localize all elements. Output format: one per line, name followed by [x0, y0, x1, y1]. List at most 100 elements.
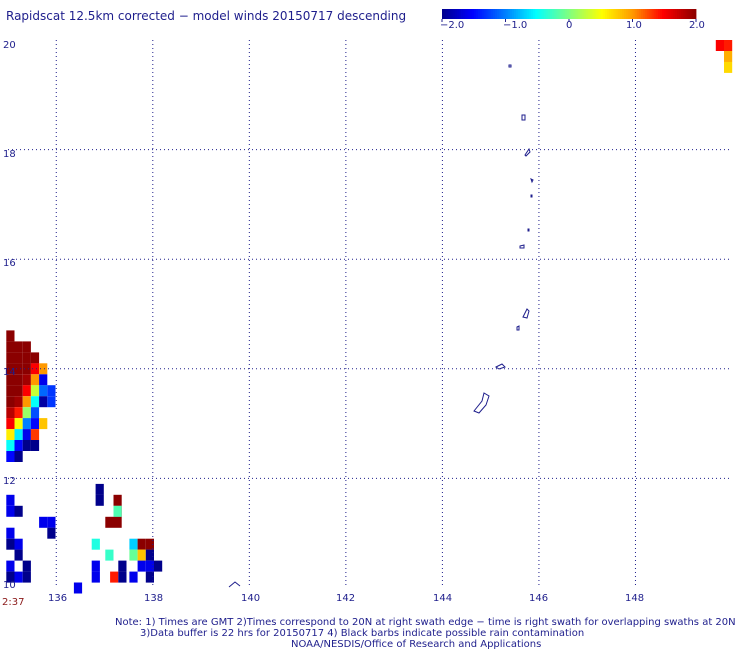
wind-cell — [47, 396, 56, 408]
colorbar-segment — [458, 9, 462, 19]
colorbar-segment — [477, 9, 481, 19]
lon-tick: 146 — [529, 593, 549, 604]
lat-tick: 16 — [3, 258, 16, 269]
colorbar-segment — [503, 9, 506, 19]
colorbar-tick: −2.0 — [440, 20, 465, 31]
wind-cell — [105, 516, 114, 528]
colorbar-segment — [638, 9, 642, 19]
wind-cell — [14, 374, 23, 386]
wind-cell — [6, 341, 15, 353]
wind-cell — [22, 396, 31, 408]
island-tinian — [516, 325, 520, 331]
wind-cell — [118, 560, 127, 572]
colorbar-segment — [664, 9, 667, 19]
colorbar-segment — [526, 9, 530, 19]
island-rota — [495, 363, 506, 370]
colorbar-segment — [649, 9, 652, 19]
colorbar-segment — [588, 9, 591, 19]
wind-cell — [129, 538, 138, 550]
colorbar-segment — [467, 9, 470, 19]
wind-cell — [30, 352, 40, 364]
wind-cell — [39, 516, 48, 528]
colorbar-segment — [619, 9, 623, 19]
wind-cell — [145, 560, 154, 572]
wind-cell — [129, 549, 138, 561]
wind-cell — [145, 549, 154, 561]
colorbar-segment — [552, 9, 555, 19]
wind-cell — [14, 571, 23, 583]
colorbar-segment — [482, 9, 485, 19]
island-uracas — [508, 64, 512, 68]
colorbar-segment — [541, 9, 544, 19]
colorbar-segment — [554, 9, 557, 19]
colorbar-segment — [613, 9, 616, 19]
wind-cells — [6, 40, 733, 594]
colorbar-segment — [693, 9, 697, 19]
colorbar-segment — [585, 9, 589, 19]
colorbar-segment — [486, 9, 489, 19]
wind-cell — [47, 385, 56, 397]
wind-cell — [22, 341, 31, 353]
wind-cell — [6, 396, 15, 408]
colorbar-segment — [602, 9, 606, 19]
wind-cell — [6, 440, 15, 451]
colorbar-segment — [660, 9, 663, 19]
colorbar-segment — [681, 9, 684, 19]
lat-tick: 20 — [3, 40, 16, 51]
wind-cell — [14, 429, 23, 441]
colorbar-segment — [558, 9, 561, 19]
wind-cell — [30, 418, 40, 430]
colorbar-segment — [454, 9, 458, 19]
island-sarigan — [527, 228, 530, 232]
wind-cell — [14, 396, 23, 408]
colorbar-segment — [518, 9, 521, 19]
colorbar-segment — [480, 9, 483, 19]
wind-cell — [91, 560, 100, 572]
colorbar-segment — [647, 9, 650, 19]
time-label: 2:37 — [2, 597, 25, 608]
wind-cell — [22, 407, 31, 419]
note-line-1: Note: 1) Times are GMT 2)Times correspon… — [115, 617, 736, 628]
colorbar-segment — [524, 9, 528, 19]
wind-cell — [30, 407, 40, 419]
wind-cell — [30, 440, 40, 451]
wind-cell — [724, 61, 733, 73]
island-alamagan — [530, 178, 534, 184]
colorbar-segment — [643, 9, 646, 19]
colorbar-segment — [520, 9, 523, 19]
colorbar-segment — [645, 9, 648, 19]
wind-cell — [14, 549, 23, 561]
colorbar-segment — [547, 9, 551, 19]
colorbar-segment — [628, 9, 631, 19]
colorbar-segment — [594, 9, 597, 19]
wind-cell — [137, 538, 146, 550]
wind-cell — [73, 582, 83, 594]
colorbar-segment — [442, 9, 445, 19]
colorbar-segment — [575, 9, 578, 19]
colorbar-segment — [494, 9, 498, 19]
wind-cell — [6, 451, 15, 462]
wind-cell — [14, 451, 23, 462]
colorbar-segment — [505, 9, 509, 19]
colorbar-segment — [609, 9, 612, 19]
wind-cell — [30, 363, 40, 375]
wind-cell — [6, 560, 15, 572]
colorbar-segment — [581, 9, 585, 19]
colorbar-segment — [685, 9, 688, 19]
lat-tick: 10 — [3, 580, 16, 591]
colorbar-segment — [577, 9, 580, 19]
lon-tick: 144 — [433, 593, 453, 604]
wind-cell — [6, 363, 15, 375]
wind-cell — [6, 571, 15, 583]
wind-cell — [22, 418, 31, 430]
colorbar-segment — [511, 9, 515, 19]
note-line-2: 3)Data buffer is 22 hrs for 20150717 4) … — [140, 628, 585, 639]
wind-cell — [715, 40, 724, 51]
plot-frame — [0, 40, 732, 588]
colorbar-segment — [516, 9, 519, 19]
colorbar-segment — [530, 9, 534, 19]
wind-cell — [91, 538, 100, 550]
colorbar-segment — [604, 9, 608, 19]
colorbar-segment — [676, 9, 680, 19]
